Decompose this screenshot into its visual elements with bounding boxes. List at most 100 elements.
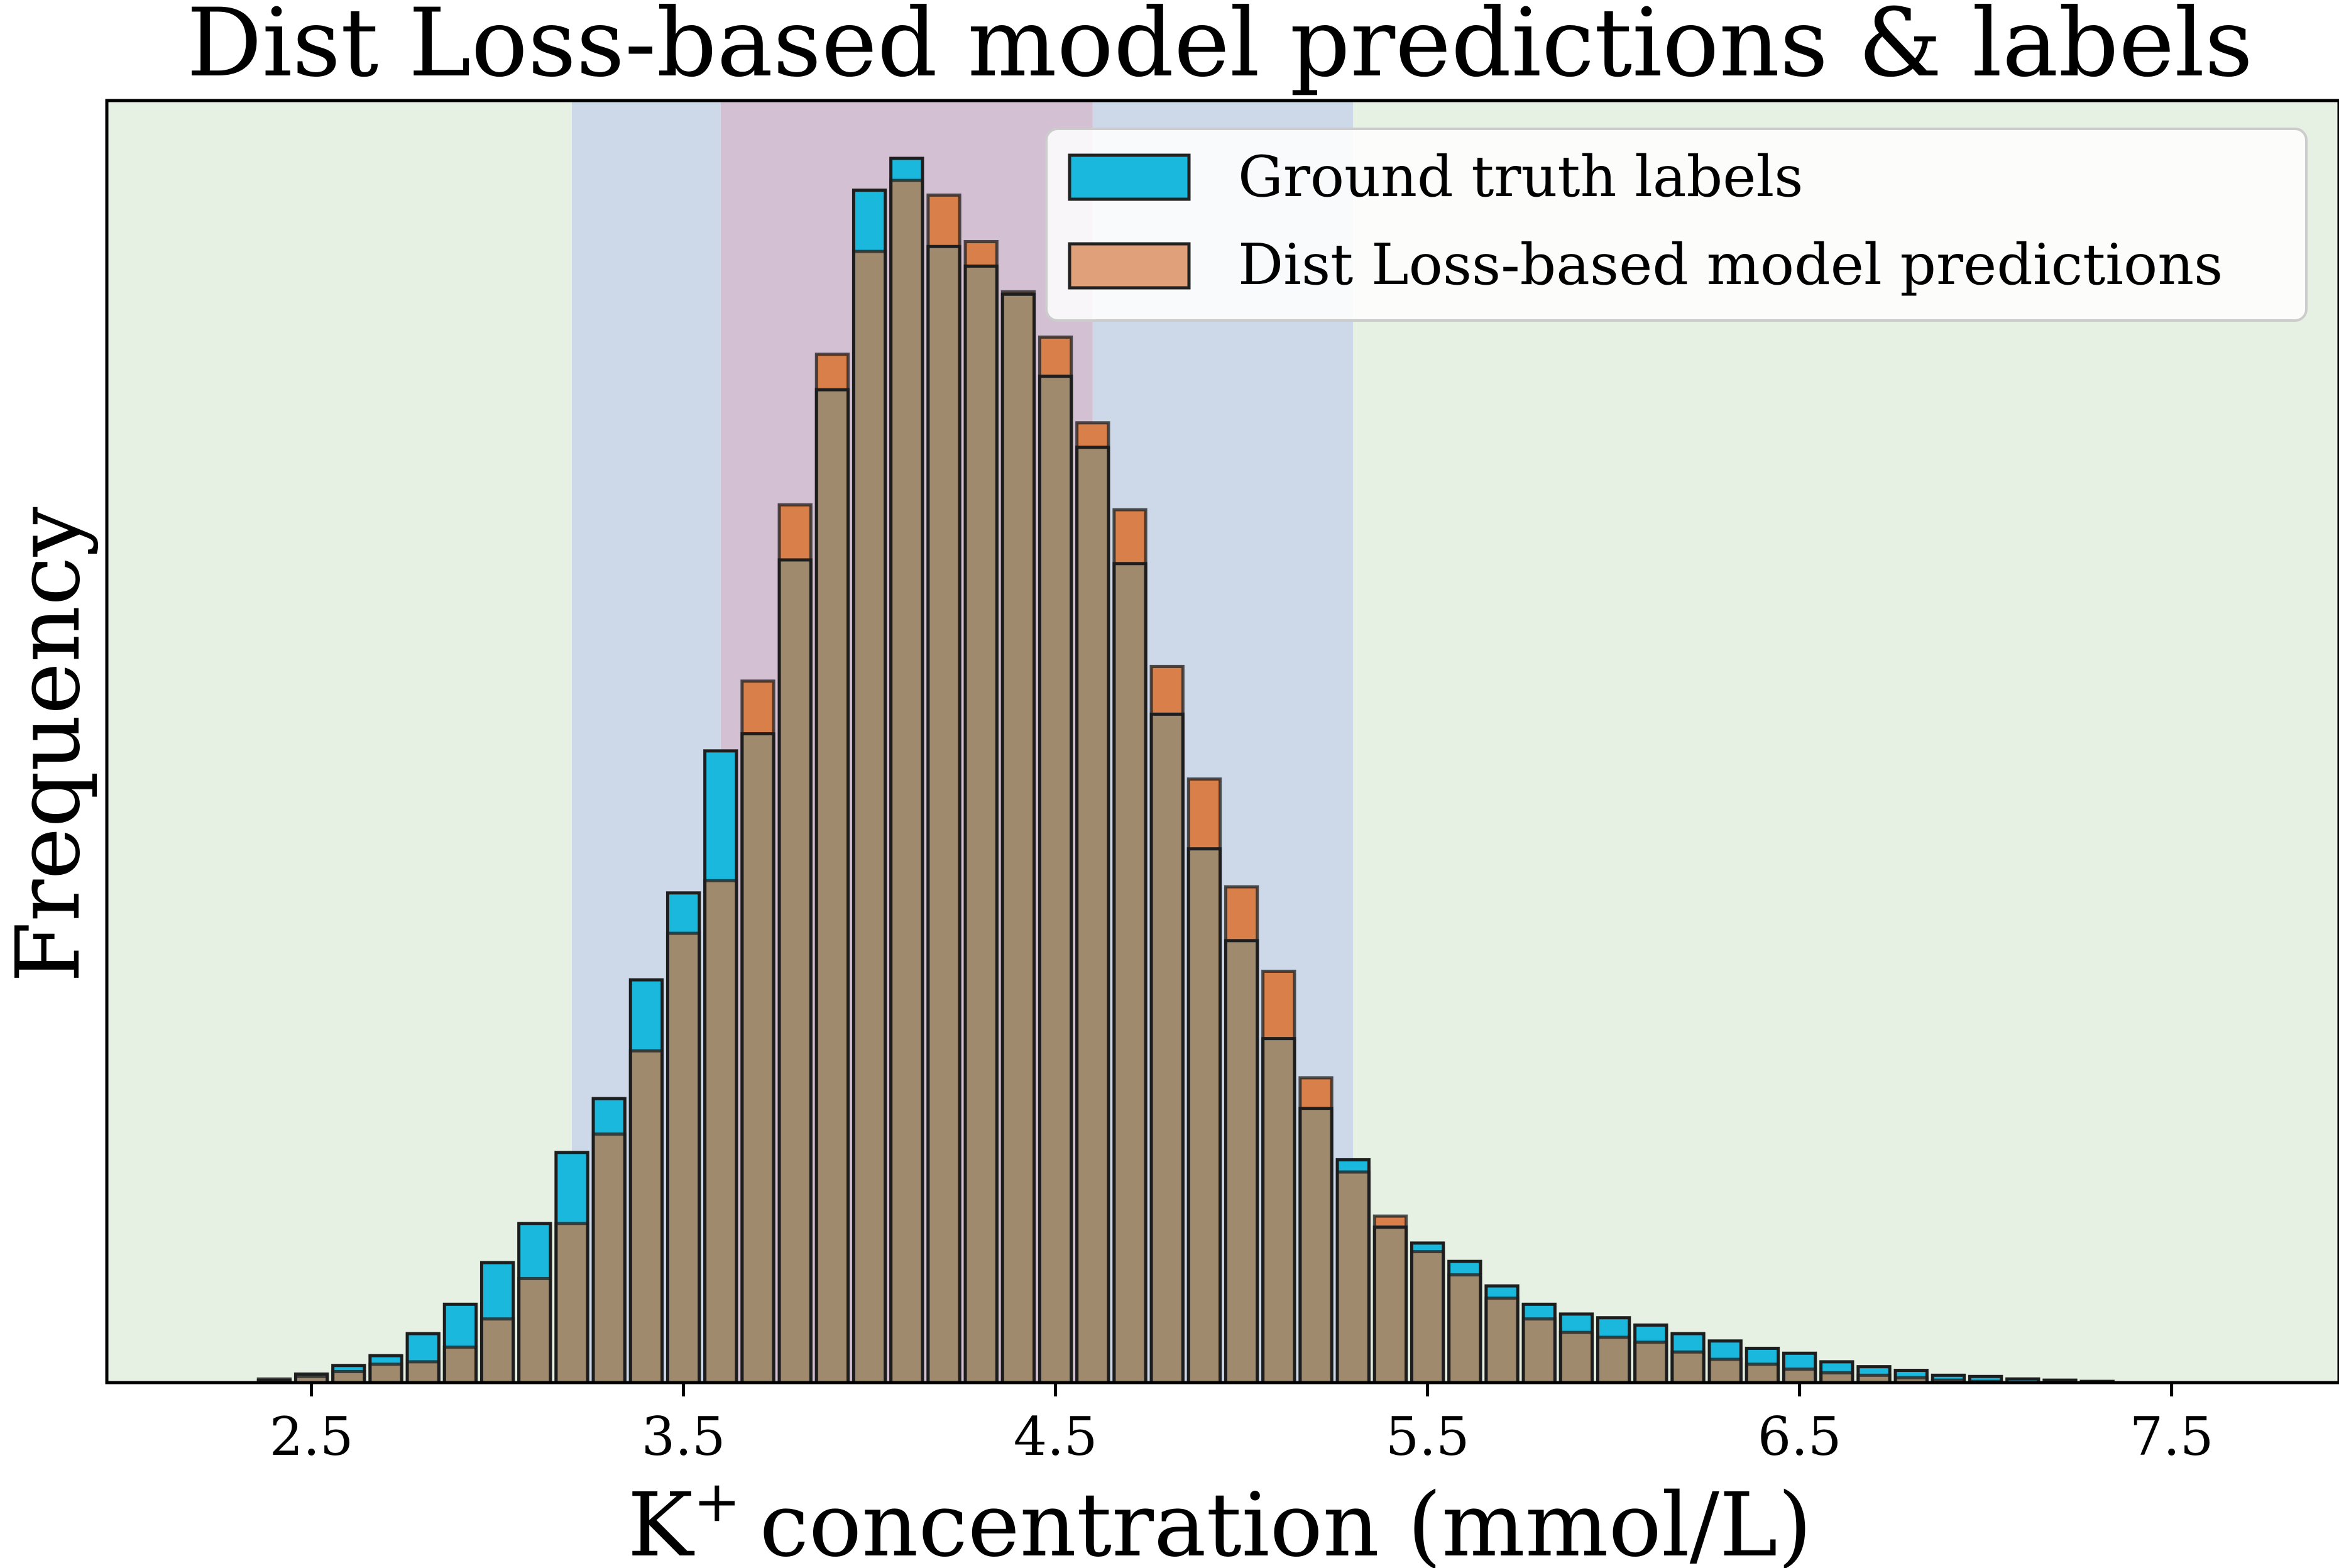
x-tick-label-2: 4.5 <box>1014 1406 1098 1467</box>
bar-overlap-34 <box>1374 1227 1406 1383</box>
bar-excess-43 <box>1709 1340 1741 1359</box>
bar-excess-46 <box>1821 1361 1853 1373</box>
legend-label-predictions: Dist Loss-based model predictions <box>1238 232 2223 298</box>
bar-overlap-36 <box>1449 1275 1481 1383</box>
bar-excess-31 <box>1263 971 1295 1039</box>
x-tick-label-3: 5.5 <box>1386 1406 1470 1467</box>
chart-title: Dist Loss-based model predictions & labe… <box>187 0 2253 98</box>
bar-excess-30 <box>1225 887 1257 941</box>
bar-excess-35 <box>1411 1242 1443 1252</box>
bar-overlap-11 <box>518 1278 551 1383</box>
bar-overlap-35 <box>1411 1251 1443 1383</box>
x-tick-label-1: 3.5 <box>642 1406 726 1467</box>
bar-excess-16 <box>704 750 737 881</box>
bar-overlap-14 <box>630 1051 662 1383</box>
bar-excess-42 <box>1672 1334 1704 1352</box>
x-axis-label-superscript: + <box>693 1469 740 1535</box>
bar-overlap-12 <box>556 1223 588 1383</box>
legend-swatch-predictions <box>1068 242 1191 290</box>
x-tick-label-0: 2.5 <box>270 1406 354 1467</box>
bar-overlap-7 <box>370 1364 402 1383</box>
bar-overlap-30 <box>1225 940 1257 1383</box>
bar-excess-27 <box>1114 510 1146 564</box>
x-axis-label-symbol: K <box>628 1474 695 1568</box>
bar-excess-25 <box>1039 337 1071 376</box>
bar-overlap-42 <box>1672 1352 1704 1383</box>
x-axis-label-text: concentration (mmol/L) <box>760 1474 1812 1568</box>
bar-overlap-26 <box>1076 447 1109 1383</box>
legend-box <box>1045 128 2308 322</box>
bar-overlap-5 <box>295 1376 327 1383</box>
bar-excess-49 <box>1932 1375 1964 1381</box>
bar-excess-8 <box>407 1334 439 1362</box>
bar-overlap-24 <box>1002 294 1034 1383</box>
bar-excess-50 <box>1969 1376 2002 1382</box>
bar-excess-22 <box>928 195 960 247</box>
bar-overlap-13 <box>593 1134 625 1383</box>
bar-excess-26 <box>1076 422 1109 447</box>
bar-excess-21 <box>890 158 923 181</box>
bar-overlap-15 <box>667 933 699 1383</box>
bar-excess-23 <box>965 241 997 266</box>
bar-excess-45 <box>1783 1353 1816 1369</box>
legend: Ground truth labels Dist Loss-based mode… <box>1045 128 2308 322</box>
bar-excess-34 <box>1374 1216 1406 1227</box>
bar-excess-33 <box>1337 1160 1369 1172</box>
bar-overlap-46 <box>1821 1373 1853 1383</box>
bars <box>256 156 2115 1384</box>
bar-excess-40 <box>1597 1317 1630 1337</box>
bar-excess-32 <box>1300 1077 1332 1109</box>
bar-excess-12 <box>556 1152 588 1224</box>
bar-excess-47 <box>1858 1366 1890 1376</box>
bar-overlap-37 <box>1486 1298 1518 1383</box>
bar-excess-10 <box>481 1263 513 1319</box>
bar-overlap-48 <box>1895 1378 1927 1383</box>
x-tick-label-4: 6.5 <box>1758 1406 1842 1467</box>
bar-excess-39 <box>1560 1313 1592 1333</box>
bar-overlap-43 <box>1709 1359 1741 1383</box>
bar-overlap-28 <box>1151 714 1183 1383</box>
x-tick-label-5: 7.5 <box>2130 1406 2214 1467</box>
legend-label-ground-truth: Ground truth labels <box>1238 144 1803 210</box>
bar-excess-14 <box>630 980 662 1051</box>
bar-overlap-41 <box>1635 1342 1667 1383</box>
bar-overlap-8 <box>407 1361 439 1383</box>
bar-overlap-44 <box>1746 1364 1778 1383</box>
bar-excess-13 <box>593 1099 625 1134</box>
bar-excess-36 <box>1449 1261 1481 1275</box>
bar-overlap-18 <box>779 559 811 1383</box>
bar-excess-28 <box>1151 666 1183 715</box>
bar-excess-11 <box>518 1223 551 1279</box>
bar-excess-29 <box>1188 779 1220 849</box>
bar-overlap-25 <box>1039 376 1071 1383</box>
bar-excess-41 <box>1635 1325 1667 1342</box>
bar-excess-48 <box>1895 1370 1927 1378</box>
bar-overlap-23 <box>965 266 997 1383</box>
bar-overlap-47 <box>1858 1375 1890 1383</box>
bar-overlap-45 <box>1783 1369 1816 1383</box>
region-band-0 <box>107 101 572 1383</box>
bar-excess-6 <box>332 1365 364 1372</box>
plot-frame <box>105 99 2339 1384</box>
bar-excess-44 <box>1746 1348 1778 1364</box>
bar-overlap-16 <box>704 880 737 1383</box>
bar-overlap-33 <box>1337 1171 1369 1383</box>
bar-overlap-9 <box>444 1347 476 1383</box>
x-axis-ticks: 2.5 3.5 4.5 5.5 6.5 7.5 <box>270 1383 2214 1467</box>
bar-overlap-38 <box>1523 1319 1555 1383</box>
x-axis-label: K+ concentration (mmol/L) <box>628 1469 1812 1568</box>
bar-excess-19 <box>816 354 848 390</box>
bar-overlap-31 <box>1263 1038 1295 1383</box>
bar-excess-20 <box>853 190 885 252</box>
bar-excess-51 <box>2007 1379 2039 1383</box>
bar-excess-9 <box>444 1304 476 1347</box>
bar-excess-17 <box>742 681 774 734</box>
legend-swatch-ground-truth <box>1068 153 1191 201</box>
bar-excess-18 <box>779 505 811 560</box>
bar-overlap-21 <box>890 180 923 1383</box>
bar-overlap-29 <box>1188 848 1220 1383</box>
bar-excess-38 <box>1523 1304 1555 1319</box>
bar-excess-7 <box>370 1356 402 1364</box>
bar-overlap-10 <box>481 1319 513 1383</box>
